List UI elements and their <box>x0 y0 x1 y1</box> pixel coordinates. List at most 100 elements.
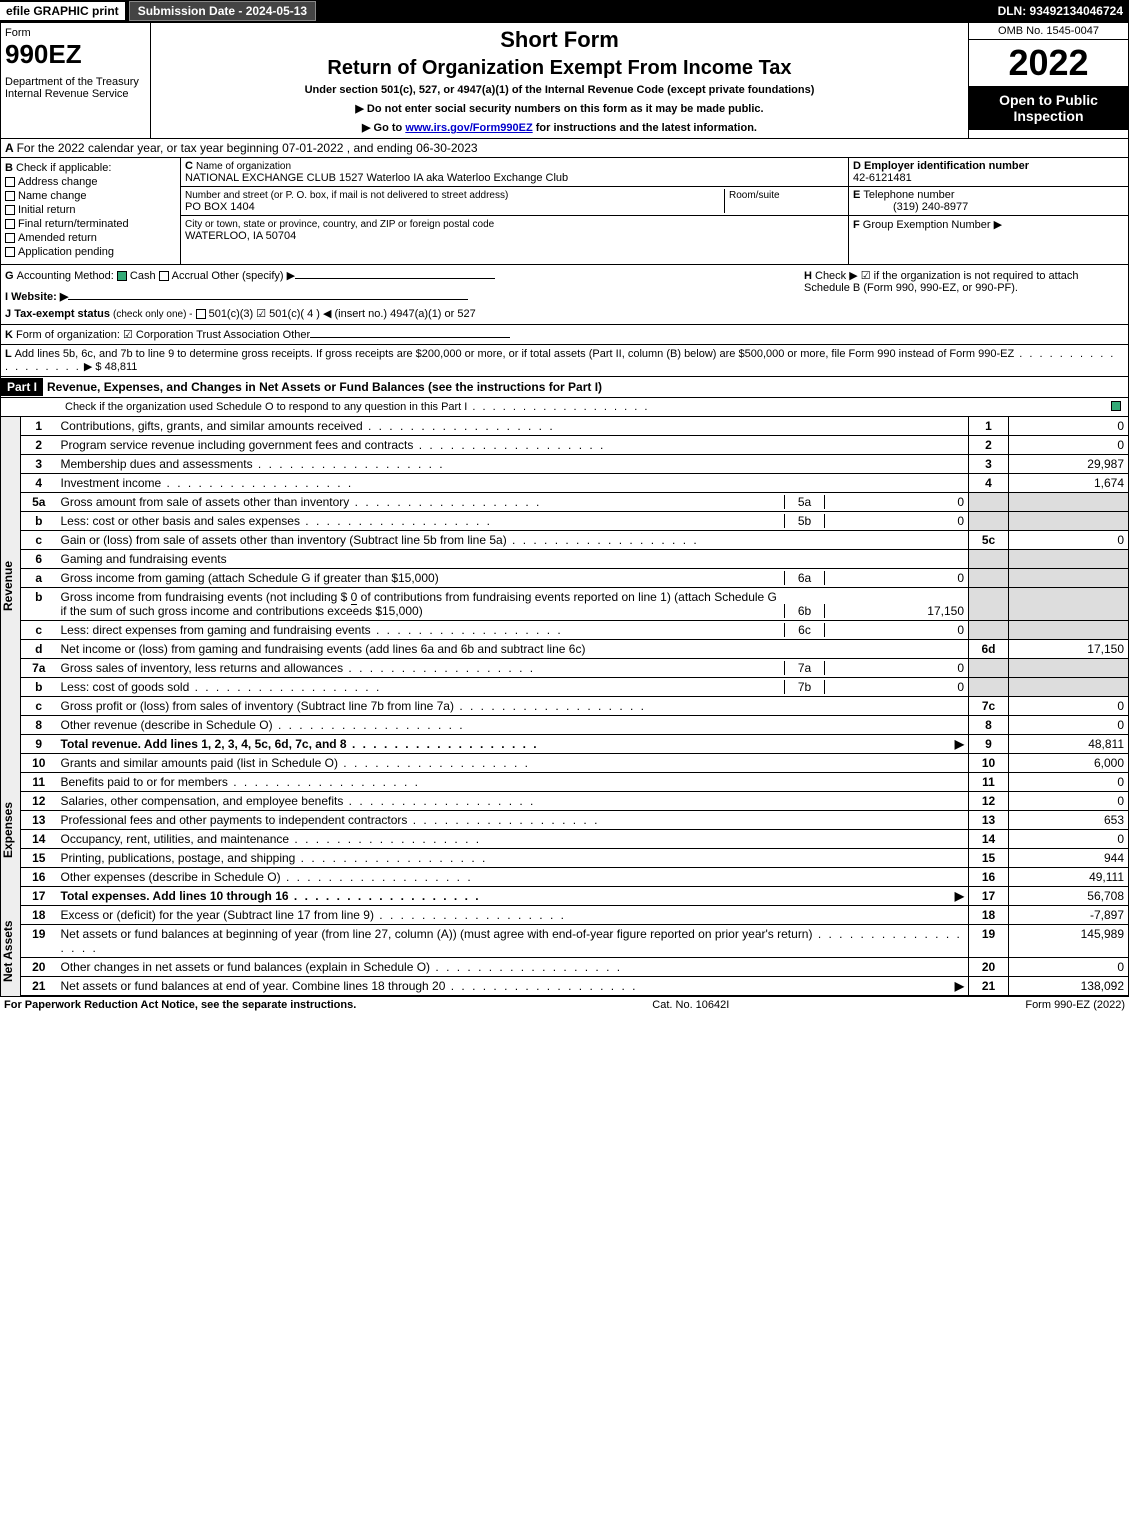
ln17-wrap: Total expenses. Add lines 10 through 16 … <box>57 887 969 906</box>
ln14-desc: Occupancy, rent, utilities, and maintena… <box>57 830 969 849</box>
checkbox-initial[interactable] <box>5 205 15 215</box>
cash-label: Cash <box>130 270 156 282</box>
efile-label[interactable]: efile GRAPHIC print <box>0 2 125 20</box>
ln12-on: 12 <box>969 792 1009 811</box>
top-bar: efile GRAPHIC print Submission Date - 20… <box>0 0 1129 22</box>
ln2-num: 2 <box>21 436 57 455</box>
website-underline[interactable] <box>68 299 468 300</box>
revenue-section: Revenue 1Contributions, gifts, grants, a… <box>0 417 1129 754</box>
opt-address: Address change <box>18 176 98 188</box>
ln17-num: 17 <box>21 887 57 906</box>
ln6a-iv: 0 <box>824 571 964 585</box>
ln7b-iv: 0 <box>824 680 964 694</box>
ln14-num: 14 <box>21 830 57 849</box>
netassets-table: 18Excess or (deficit) for the year (Subt… <box>20 906 1129 996</box>
footer-mid: Cat. No. 10642I <box>356 999 1025 1011</box>
ln15-desc: Printing, publications, postage, and shi… <box>57 849 969 868</box>
ln3-num: 3 <box>21 455 57 474</box>
acct-method-label: Accounting Method: <box>17 270 114 282</box>
ln6a-num: a <box>21 569 57 588</box>
checkbox-name[interactable] <box>5 191 15 201</box>
ln9-wrap: Total revenue. Add lines 1, 2, 3, 4, 5c,… <box>57 735 969 754</box>
part1-header: Part I Revenue, Expenses, and Changes in… <box>0 377 1129 398</box>
tax-exempt-label: Tax-exempt status <box>14 308 110 320</box>
revenue-table: 1Contributions, gifts, grants, and simil… <box>20 417 1129 754</box>
part1-check-note: Check if the organization used Schedule … <box>5 401 467 413</box>
short-form-title: Short Form <box>155 27 964 53</box>
h-text: Check ▶ ☑ if the organization is not req… <box>804 270 1079 294</box>
checkbox-accrual[interactable] <box>159 271 169 281</box>
ln1-desc: Contributions, gifts, grants, and simila… <box>57 417 969 436</box>
ln6c-in: 6c <box>784 623 824 637</box>
other-underline[interactable] <box>295 278 495 279</box>
checkbox-cash[interactable] <box>117 271 127 281</box>
ln6b-num: b <box>21 588 57 621</box>
ln6c-wrap: Less: direct expenses from gaming and fu… <box>57 621 969 640</box>
part1-check-row: Check if the organization used Schedule … <box>0 398 1129 417</box>
form-word: Form <box>5 27 146 39</box>
header-left: Form 990EZ Department of the Treasury In… <box>1 23 151 138</box>
checkbox-pending[interactable] <box>5 247 15 257</box>
ln19-desc: Net assets or fund balances at beginning… <box>57 925 969 958</box>
tel-label: Telephone number <box>863 189 954 201</box>
ln7a-shade2 <box>1009 659 1129 678</box>
ln6d-desc: Net income or (loss) from gaming and fun… <box>57 640 969 659</box>
checkbox-schedule-o[interactable] <box>1111 401 1121 411</box>
ln7c-desc: Gross profit or (loss) from sales of inv… <box>57 697 969 716</box>
ln6-shade <box>969 550 1009 569</box>
ln7b-in: 7b <box>784 680 824 694</box>
ln2-on: 2 <box>969 436 1009 455</box>
j-opts: 501(c)(3) ☑ 501(c)( 4 ) ◀ (insert no.) 4… <box>209 308 476 320</box>
column-c: C Name of organization NATIONAL EXCHANGE… <box>181 158 848 264</box>
ln7b-num: b <box>21 678 57 697</box>
ln19-ov: 145,989 <box>1009 925 1129 958</box>
ln17-on: 17 <box>969 887 1009 906</box>
ln7b-desc: Less: cost of goods sold <box>61 680 785 694</box>
ln4-num: 4 <box>21 474 57 493</box>
checkbox-final[interactable] <box>5 219 15 229</box>
checkbox-501c3[interactable] <box>196 309 206 319</box>
check-applicable: Check if applicable: <box>16 162 111 174</box>
ln17-desc: Total expenses. Add lines 10 through 16 <box>61 889 481 903</box>
ln8-ov: 0 <box>1009 716 1129 735</box>
ln7c-num: c <box>21 697 57 716</box>
room-label: Room/suite <box>729 190 780 201</box>
ln17-ov: 56,708 <box>1009 887 1129 906</box>
j-note: (check only one) - <box>113 309 192 320</box>
l-arrow: ▶ $ 48,811 <box>84 361 138 373</box>
ln1-num: 1 <box>21 417 57 436</box>
ln5a-in: 5a <box>784 495 824 509</box>
ln4-ov: 1,674 <box>1009 474 1129 493</box>
ln5a-desc: Gross amount from sale of assets other t… <box>61 495 785 509</box>
ln6c-num: c <box>21 621 57 640</box>
checkbox-amended[interactable] <box>5 233 15 243</box>
open-inspection: Open to Public Inspection <box>969 86 1128 130</box>
ln7c-ov: 0 <box>1009 697 1129 716</box>
ln19-num: 19 <box>21 925 57 958</box>
submission-date: Submission Date - 2024-05-13 <box>129 1 316 21</box>
page-footer: For Paperwork Reduction Act Notice, see … <box>0 996 1129 1013</box>
l-text: Add lines 5b, 6c, and 7b to line 9 to de… <box>15 348 1015 360</box>
ln9-on: 9 <box>969 735 1009 754</box>
ln17-arrow: ▶ <box>955 889 964 903</box>
ln20-desc: Other changes in net assets or fund bala… <box>57 958 969 977</box>
ln6d-ov: 17,150 <box>1009 640 1129 659</box>
ln16-num: 16 <box>21 868 57 887</box>
gh-left: G Accounting Method: Cash Accrual Other … <box>5 269 804 320</box>
ln16-on: 16 <box>969 868 1009 887</box>
ln21-desc: Net assets or fund balances at end of ye… <box>61 979 638 993</box>
omb-number: OMB No. 1545-0047 <box>969 23 1128 40</box>
irs-link[interactable]: www.irs.gov/Form990EZ <box>405 122 532 134</box>
goto-instruction: ▶ Go to www.irs.gov/Form990EZ for instru… <box>155 121 964 134</box>
ln9-arrow: ▶ <box>955 737 964 751</box>
k-underline[interactable] <box>310 337 510 338</box>
column-d: D Employer identification number42-61214… <box>848 158 1128 264</box>
ln5b-iv: 0 <box>824 514 964 528</box>
form-number: 990EZ <box>5 39 146 70</box>
ln6a-desc: Gross income from gaming (attach Schedul… <box>61 571 785 585</box>
gh-row: G Accounting Method: Cash Accrual Other … <box>0 265 1129 325</box>
department-label: Department of the Treasury Internal Reve… <box>5 76 146 100</box>
checkbox-address[interactable] <box>5 177 15 187</box>
ln6-shade2 <box>1009 550 1129 569</box>
street-value: PO BOX 1404 <box>185 201 255 213</box>
